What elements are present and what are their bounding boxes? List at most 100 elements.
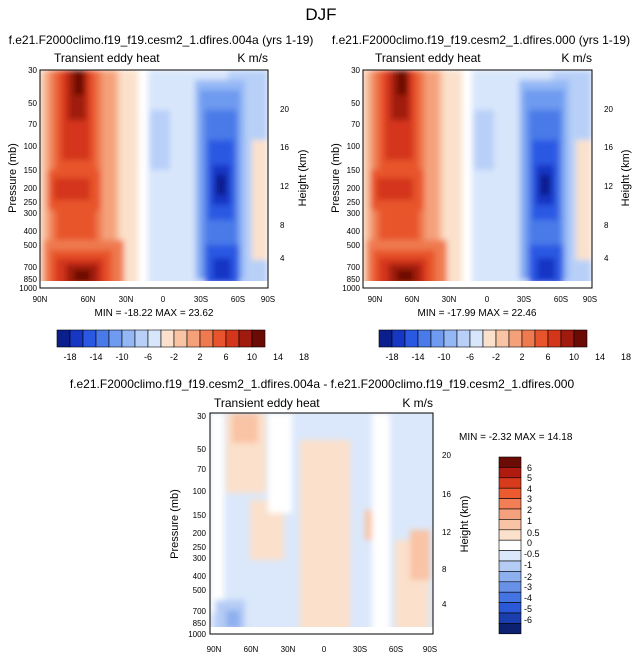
- colorbar-label: 14: [595, 352, 605, 362]
- x-tick-label: 90S: [583, 295, 597, 304]
- panel-1-ylabels: 30 50 70 100 150 200 250 300 400 500 700…: [19, 66, 37, 293]
- colorbar-box: [482, 329, 497, 348]
- y-tick-label: 500: [193, 586, 207, 595]
- colorbar-box: [498, 560, 522, 572]
- panel-3-colorbar: [498, 456, 522, 635]
- panel-3-stats: MIN = -2.32 MAX = 14.18: [459, 432, 573, 443]
- colorbar-box: [95, 329, 110, 348]
- colorbar-box: [134, 329, 149, 348]
- colorbar-box: [508, 329, 523, 348]
- panel-2-colorbar-labels: -18 -14 -10 -6 -2 2 6 10 14 18: [385, 352, 631, 362]
- panel-1-ylabel-right: Height (km): [297, 150, 309, 207]
- colorbar-box: [521, 329, 536, 348]
- x-tick-label: 0: [322, 645, 327, 654]
- colorbar-box: [498, 456, 522, 468]
- colorbar-box: [573, 329, 588, 348]
- colorbar-label: -4: [524, 593, 532, 603]
- height-tick-label: 8: [442, 565, 447, 574]
- y-tick-label: 150: [347, 166, 361, 175]
- panel-3-ylabel: Pressure (mb): [169, 489, 181, 559]
- colorbar-box: [498, 539, 522, 551]
- x-tick-label: 30S: [353, 645, 367, 654]
- x-tick-label: 90N: [368, 295, 383, 304]
- panel-3-title: f.e21.F2000climo.f19_f19.cesm2_1.dfires.…: [70, 377, 575, 391]
- y-tick-label: 1000: [19, 284, 37, 293]
- colorbar-label: 2: [527, 505, 532, 515]
- y-tick-label: 850: [24, 275, 38, 284]
- y-tick-label: 70: [28, 120, 37, 129]
- colorbar-box: [547, 329, 562, 348]
- colorbar-box: [469, 329, 484, 348]
- colorbar-box: [560, 329, 575, 348]
- panel-2-ylabel: Pressure (mb): [330, 143, 342, 213]
- colorbar-box: [121, 329, 136, 348]
- panel-3-height-labels: 20 16 12 8 4: [442, 451, 451, 609]
- height-tick-label: 20: [604, 105, 613, 114]
- height-tick-label: 20: [442, 451, 451, 460]
- x-tick-label: 30N: [119, 295, 134, 304]
- panel-1-height-labels: 20 16 12 8 4: [280, 105, 289, 263]
- panel-3-colorbar-labels: 6 5 4 3 2 1 0.5 0 -0.5 -1 -2 -3 -4 -5 -6: [524, 463, 540, 625]
- colorbar-box: [498, 612, 522, 624]
- y-tick-label: 50: [28, 99, 37, 108]
- panel-2-colorbar: [378, 329, 588, 348]
- colorbar-box: [69, 329, 84, 348]
- y-tick-label: 1000: [342, 284, 360, 293]
- x-tick-label: 60S: [554, 295, 568, 304]
- x-tick-label: 30N: [442, 295, 457, 304]
- panel-3-left-string: Transient eddy heat: [214, 396, 320, 410]
- panel-2-stats: MIN = -17.99 MAX = 22.46: [418, 308, 537, 319]
- y-tick-label: 400: [24, 227, 38, 236]
- panel-2-contour-field: [363, 70, 592, 288]
- colorbar-box: [498, 550, 522, 562]
- height-tick-label: 16: [280, 143, 289, 152]
- panel-3-xlabels: 90N 60N 30N 0 30S 60S 90S: [207, 645, 437, 654]
- panel-2-frame: [362, 69, 593, 289]
- colorbar-box: [443, 329, 458, 348]
- x-tick-label: 90S: [261, 295, 275, 304]
- x-tick-label: 60S: [231, 295, 245, 304]
- colorbar-label: 1: [527, 516, 532, 526]
- colorbar-box: [498, 467, 522, 479]
- x-tick-label: 30N: [281, 645, 296, 654]
- height-tick-label: 4: [442, 600, 447, 609]
- y-tick-label: 250: [347, 198, 361, 207]
- colorbar-box: [498, 508, 522, 520]
- colorbar-label: -5: [524, 604, 532, 614]
- colorbar-box: [391, 329, 406, 348]
- colorbar-box: [456, 329, 471, 348]
- page-title: DJF: [305, 5, 336, 24]
- panel-1-frame: [39, 69, 269, 289]
- x-tick-label: 60N: [244, 645, 259, 654]
- height-tick-label: 20: [280, 105, 289, 114]
- y-tick-label: 700: [193, 607, 207, 616]
- y-tick-label: 100: [24, 142, 38, 151]
- height-tick-label: 4: [280, 254, 285, 263]
- colorbar-box: [498, 498, 522, 510]
- y-tick-label: 200: [347, 184, 361, 193]
- y-tick-label: 150: [24, 166, 38, 175]
- panel-1-xlabels: 90N 60N 30N 0 30S 60S 90S: [33, 295, 275, 304]
- x-tick-label: 90N: [33, 295, 48, 304]
- colorbar-box: [534, 329, 549, 348]
- colorbar-label: -2: [170, 352, 178, 362]
- colorbar-box: [498, 529, 522, 541]
- height-tick-label: 8: [604, 221, 609, 230]
- colorbar-box: [251, 329, 266, 348]
- panel-1-stats: MIN = -18.22 MAX = 23.62: [95, 308, 214, 319]
- height-tick-label: 12: [604, 182, 613, 191]
- height-tick-label: 12: [442, 528, 451, 537]
- colorbar-box: [498, 571, 522, 583]
- y-tick-label: 150: [193, 511, 207, 520]
- y-tick-label: 30: [197, 412, 206, 421]
- panel-3-contour-field: [210, 413, 433, 634]
- panel-2-height-labels: 20 16 12 8 4: [604, 105, 613, 263]
- y-tick-label: 70: [351, 120, 360, 129]
- y-tick-label: 300: [24, 209, 38, 218]
- colorbar-label: 0: [527, 538, 532, 548]
- colorbar-box: [238, 329, 253, 348]
- colorbar-box: [498, 591, 522, 603]
- colorbar-label: 6: [223, 352, 228, 362]
- x-tick-label: 60N: [81, 295, 96, 304]
- y-tick-label: 500: [347, 241, 361, 250]
